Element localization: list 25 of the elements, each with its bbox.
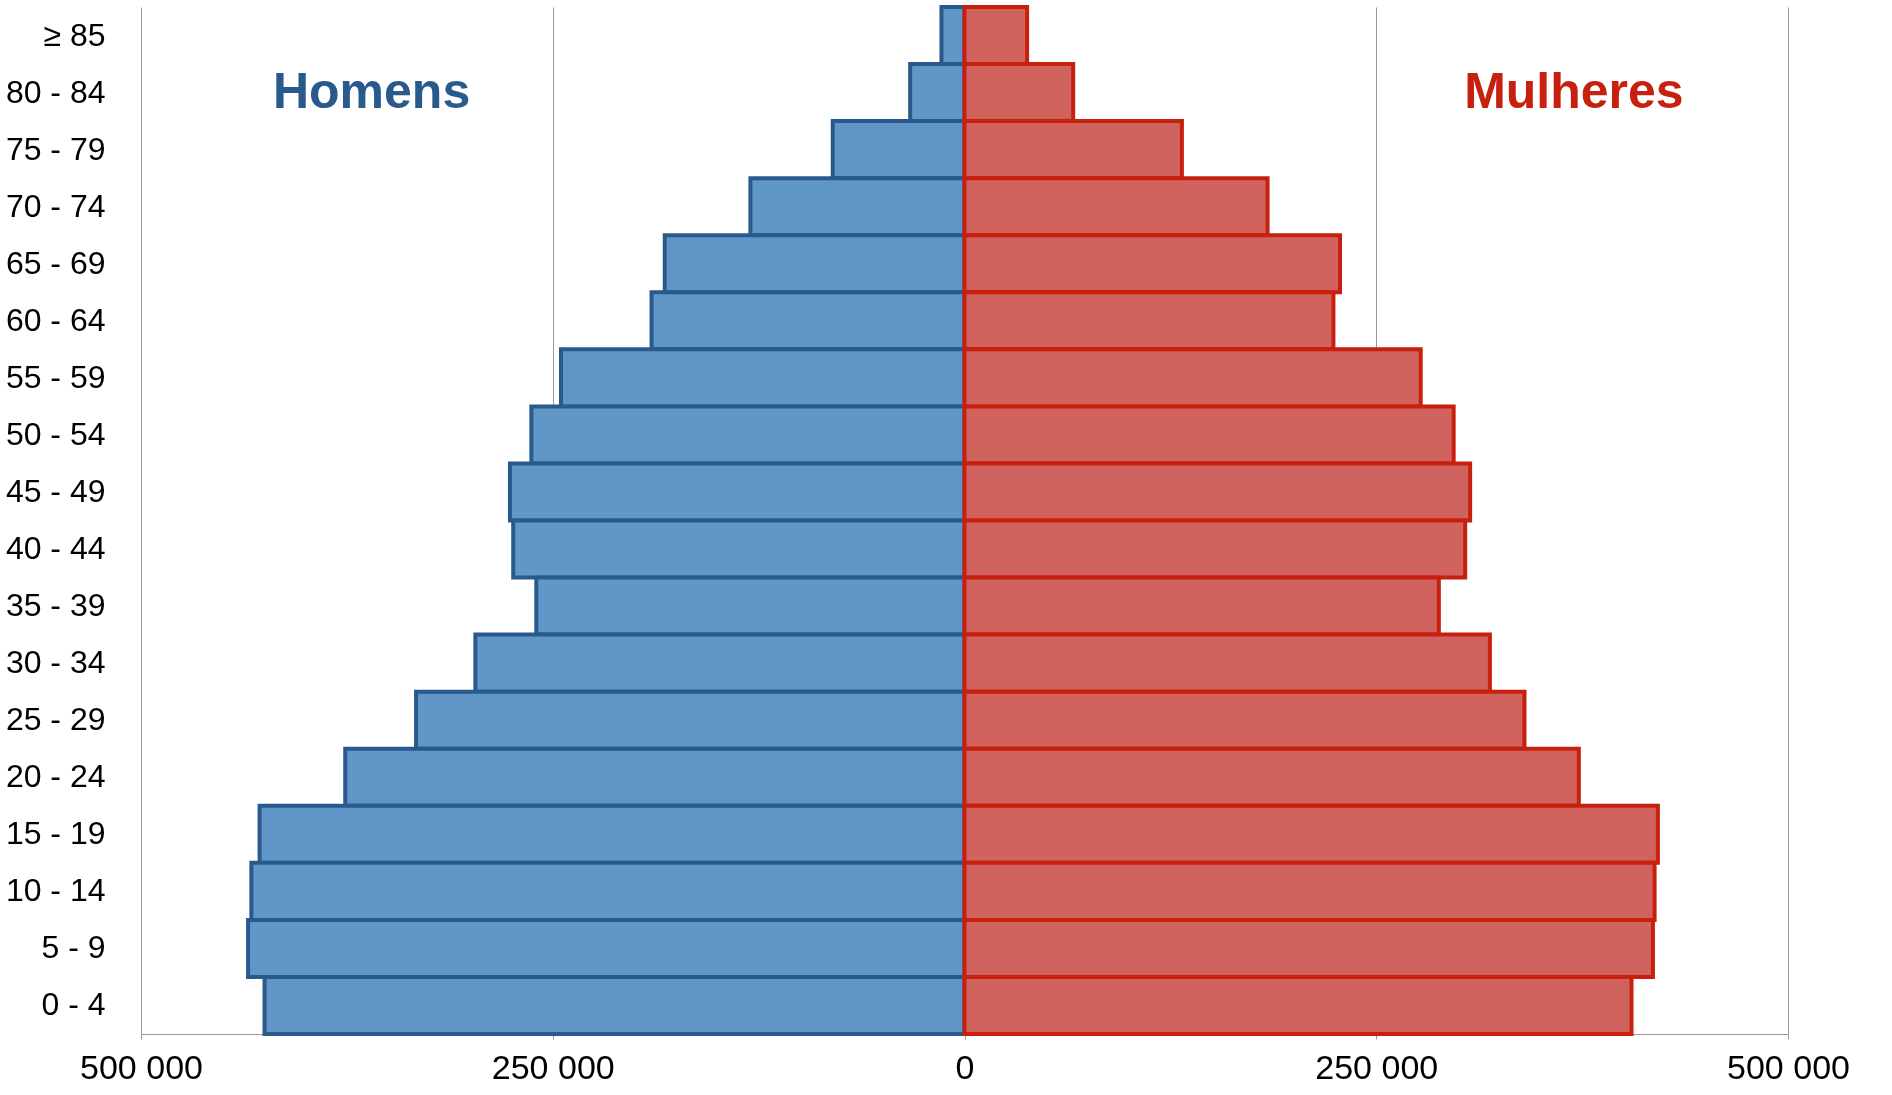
y-tick-label: 15 - 19 — [5, 815, 106, 852]
y-tick-label: 10 - 14 — [5, 872, 106, 909]
y-tick-label: 5 - 9 — [41, 929, 106, 966]
x-tick-label: 500 000 — [80, 1047, 203, 1086]
y-tick-label: 65 - 69 — [5, 244, 106, 281]
y-tick-label: 20 - 24 — [5, 758, 106, 795]
y-tick-label: 60 - 64 — [5, 301, 106, 338]
y-tick-label: 70 - 74 — [5, 187, 106, 224]
y-tick-label: 80 - 84 — [5, 73, 106, 110]
y-tick-label: 45 - 49 — [5, 472, 106, 509]
y-tick-label: 35 - 39 — [5, 587, 106, 624]
y-tick-label: 40 - 44 — [5, 530, 106, 567]
x-tick-label: 250 000 — [1315, 1047, 1439, 1086]
x-tick-label: 500 000 — [1727, 1047, 1850, 1086]
x-tick-label: 250 000 — [491, 1047, 615, 1086]
y-tick-label: 50 - 54 — [5, 415, 106, 452]
y-tick-label: 55 - 59 — [5, 358, 106, 395]
y-tick-label: ≥ 85 — [43, 16, 106, 53]
y-tick-label: 25 - 29 — [5, 701, 106, 738]
x-tick-label: 0 — [955, 1047, 975, 1086]
y-tick-label: 75 - 79 — [5, 130, 106, 167]
text: Homens — [272, 62, 471, 119]
y-tick-label: 30 - 34 — [5, 644, 106, 681]
text: Mulheres — [1464, 62, 1684, 119]
y-tick-label: 0 - 4 — [41, 986, 106, 1023]
